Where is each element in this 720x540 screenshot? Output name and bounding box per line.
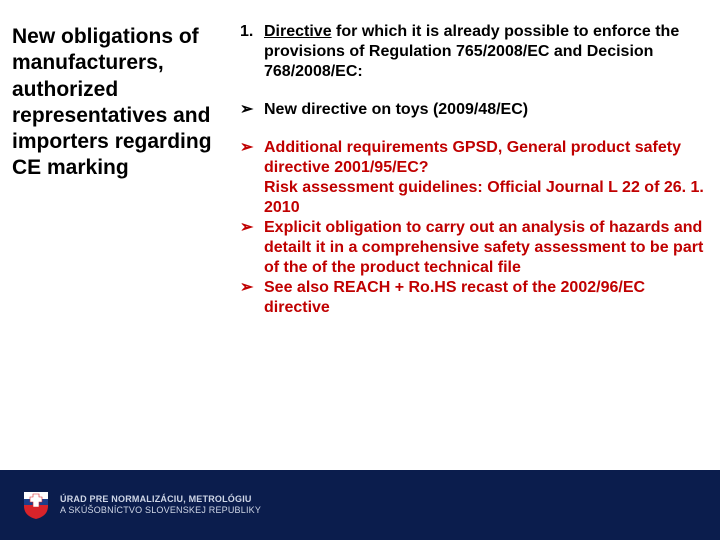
numbered-item-1: 1. Directive for which it is already pos… <box>240 22 710 82</box>
bullet-text-3: Explicit obligation to carry out an anal… <box>264 218 710 278</box>
arrow-icon: ➢ <box>240 138 264 218</box>
bullet-item-4: ➢ See also REACH + Ro.HS recast of the 2… <box>240 278 710 318</box>
arrow-icon: ➢ <box>240 218 264 278</box>
footer-logo: ÚRAD PRE NORMALIZÁCIU, METROLÓGIU A SKÚŠ… <box>22 490 261 520</box>
footer-bar: ÚRAD PRE NORMALIZÁCIU, METROLÓGIU A SKÚŠ… <box>0 470 720 540</box>
slide: New obligations of manufacturers, author… <box>0 0 720 540</box>
bullet-item-1: ➢ New directive on toys (2009/48/EC) <box>240 100 710 120</box>
right-column: 1. Directive for which it is already pos… <box>240 22 710 318</box>
footer-line2: A SKÚŠOBNÍCTVO SLOVENSKEJ REPUBLIKY <box>60 505 261 516</box>
arrow-icon: ➢ <box>240 100 264 120</box>
bullet-item-3: ➢ Explicit obligation to carry out an an… <box>240 218 710 278</box>
directive-word: Directive <box>264 23 332 40</box>
content-area: New obligations of manufacturers, author… <box>0 0 720 470</box>
slide-title: New obligations of manufacturers, author… <box>12 24 222 182</box>
bullet-text-4: See also REACH + Ro.HS recast of the 200… <box>264 278 710 318</box>
footer-text: ÚRAD PRE NORMALIZÁCIU, METROLÓGIU A SKÚŠ… <box>60 494 261 517</box>
left-column: New obligations of manufacturers, author… <box>12 24 222 182</box>
emblem-icon <box>22 490 50 520</box>
item-number: 1. <box>240 22 264 82</box>
arrow-icon: ➢ <box>240 278 264 318</box>
bullet-text-2: Additional requirements GPSD, General pr… <box>264 138 710 218</box>
item-text: Directive for which it is already possib… <box>264 22 710 82</box>
bullet-text-1: New directive on toys (2009/48/EC) <box>264 100 710 120</box>
bullet-item-2: ➢ Additional requirements GPSD, General … <box>240 138 710 218</box>
footer-line1: ÚRAD PRE NORMALIZÁCIU, METROLÓGIU <box>60 494 261 505</box>
